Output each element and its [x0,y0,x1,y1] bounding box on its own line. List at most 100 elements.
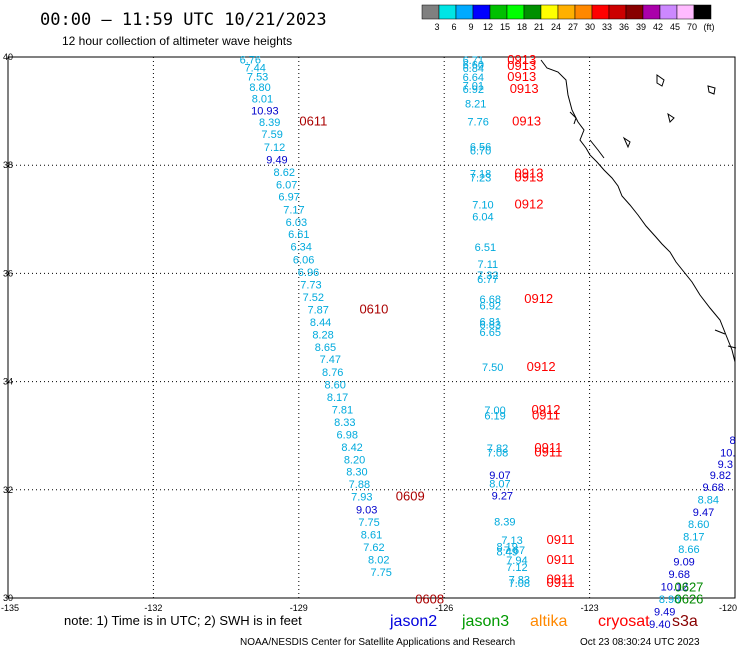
wave-height-value: 8.07 [489,479,510,491]
lon-tick-label: -135 [1,603,19,613]
wave-height-value: 6.77 [477,274,498,286]
pass-time-label: 0913 [515,166,544,181]
wave-height-value: 7.18 [470,169,491,181]
lat-tick-label: 30 [3,593,13,603]
lat-tick-label: 32 [3,485,13,495]
scale-swatch [438,4,457,20]
scale-label: 42 [653,22,663,32]
wave-height-value: 7.87 [307,304,328,316]
pass-time-label: 0912 [515,196,544,211]
scale-swatch [608,4,627,20]
wave-height-value: 8.20 [344,454,365,466]
wave-height-value: 9.68 [702,482,723,494]
wave-height-value: 8.60 [324,380,345,392]
scale-label: 36 [619,22,629,32]
wave-height-value: 6.81 [480,316,501,328]
pass-time-label: 0608 [415,591,444,606]
scale-swatch [472,4,491,20]
scale-label: 21 [534,22,544,32]
scale-label: 12 [483,22,493,32]
credit-text: NOAA/NESDIS Center for Satellite Applica… [240,637,515,648]
wave-height-value: 7.59 [261,129,282,141]
wave-height-value: 7.75 [358,517,379,529]
wave-height-value: 8.19 [496,541,517,553]
scale-swatch [591,4,610,20]
wave-height-value: 8.30 [346,467,367,479]
wave-height-value: 6.84 [463,63,484,75]
wave-height-value: 8.49 [496,546,517,558]
scale-swatch [676,4,695,20]
wave-height-value: 6.34 [291,242,312,254]
wave-height-value: 8.17 [683,532,704,544]
wave-height-value: 6.04 [472,211,493,223]
wave-height-value: 8.02 [368,554,389,566]
pass-time-label: 0911 [532,407,560,422]
pass-time-label: 0913 [507,69,536,84]
wave-height-value: 8.76 [322,367,343,379]
wave-height-value: 6.97 [278,191,299,203]
pass-time-labels: 0611091309130913091309130913091309120912… [299,52,703,606]
pass-time-label: 0912 [524,291,553,306]
wave-height-value: 6.92 [463,84,484,96]
wave-height-value: 7.53 [247,71,268,83]
plot-frame [7,56,736,599]
scale-swatch [523,4,542,20]
scale-swatch [659,4,678,20]
lon-tick-label: -129 [290,603,308,613]
pass-time-label: 0610 [359,301,388,316]
wave-height-value: 8.28 [312,329,333,341]
wave-height-value: 7.08 [487,447,508,459]
lat-tick-label: 36 [3,268,13,278]
pass-time-label: 0913 [515,169,544,184]
scale-label: 3 [434,22,439,32]
wave-height-value: 9.27 [492,491,513,503]
wave-height-value: 7.12 [506,562,527,574]
wave-height-value: 8.98 [659,594,680,606]
wave-height-value: 10. [720,447,735,459]
lon-tick-label: -120 [719,603,737,613]
wave-height-value: 8.60 [688,519,709,531]
wave-height-value: 8.17 [327,392,348,404]
wave-height-value: 9.47 [693,507,714,519]
wave-height-value: 7.13 [501,535,522,547]
wave-height-value: 7.11 [478,259,499,271]
wave-height-value: 7.62 [363,542,384,554]
satellite-s3a: s3a [672,613,698,630]
satellite-jason3: jason3 [461,613,509,630]
scale-label: 33 [602,22,612,32]
pass-time-label: 0911 [547,575,575,590]
wave-height-value: 8.21 [465,98,486,110]
wave-height-value: 7.01 [463,80,484,92]
wave-height-value: 8.42 [341,442,362,454]
satellite-altika: altika [530,613,567,630]
wave-height-value: 6.06 [293,255,314,267]
scale-label: 9 [468,22,473,32]
scale-label: 70 [687,22,697,32]
wave-height-value: 8.80 [249,82,270,94]
scale-label: (ft) [704,22,715,32]
map-subtitle: 12 hour collection of altimeter wave hei… [62,34,292,48]
wave-height-value: 7.17 [283,204,304,216]
satellite-legend: jason2 jason3 altika cryosat s3a [389,613,698,630]
pass-time-label: 0913 [510,81,539,96]
color-scale-legend: 3 6 9 12 15 18 21 24 27 30 33 36 39 42 45 70 (ft) [421,4,715,32]
wave-height-value: 9.68 [669,569,690,581]
wave-height-value: 7.82 [487,443,508,455]
wave-height-value: 8.65 [315,342,336,354]
wave-height-value: 7.47 [320,354,341,366]
pass-time-label: 0609 [396,489,425,504]
pass-time-label: 0913 [507,52,536,67]
lat-tick-label: 38 [3,160,13,170]
scale-label: 30 [585,22,595,32]
wave-height-value: 7.94 [506,555,527,567]
wave-height-value: 8.61 [361,529,382,541]
scale-label: 24 [551,22,561,32]
pass-time-label: 0611 [299,114,327,129]
wave-height-value: 8.66 [678,544,699,556]
wave-height-value: 7.08 [509,578,530,590]
wave-height-value: 7.67 [504,545,525,557]
lon-tick-label: -126 [435,603,453,613]
pass-time-label: 0913 [512,114,541,129]
scale-label: 6 [451,22,456,32]
wave-height-value: 6.92 [480,301,501,313]
